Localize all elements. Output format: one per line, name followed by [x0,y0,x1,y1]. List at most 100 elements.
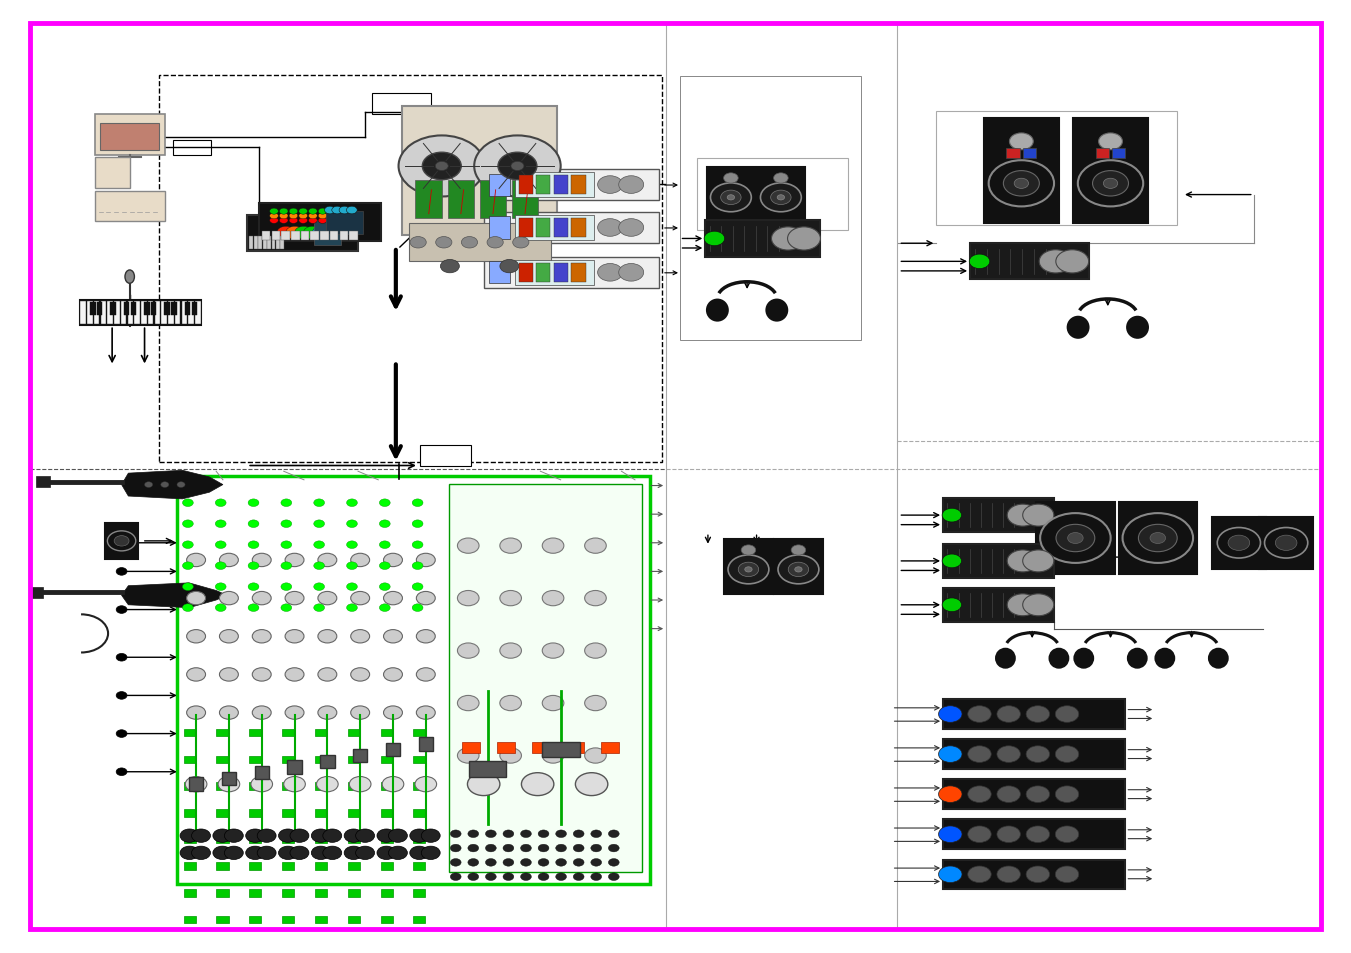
Circle shape [727,195,735,201]
Circle shape [186,630,205,643]
Circle shape [619,219,643,237]
Circle shape [1123,514,1193,563]
Bar [259,204,381,242]
Bar [519,264,532,282]
Circle shape [253,668,272,681]
Bar [372,94,431,115]
Circle shape [1265,528,1308,558]
Circle shape [281,541,292,549]
Bar [536,219,550,237]
Bar [519,176,532,194]
Circle shape [182,520,193,528]
Circle shape [458,643,480,659]
Circle shape [511,162,524,172]
Bar [320,755,335,768]
Circle shape [728,556,769,584]
Bar [111,302,116,316]
Circle shape [347,520,358,528]
Circle shape [351,592,370,605]
Bar [601,742,619,753]
Bar [447,181,474,219]
Circle shape [1078,161,1143,207]
Bar [189,778,203,791]
Circle shape [313,562,324,570]
Circle shape [474,136,561,197]
Bar [943,740,1125,769]
Circle shape [1039,251,1073,274]
Bar [542,742,580,758]
Bar [97,302,103,316]
Circle shape [412,520,423,528]
Circle shape [180,846,199,860]
Circle shape [338,209,346,215]
Bar [943,820,1125,849]
Circle shape [742,545,755,556]
Bar [327,212,362,234]
Bar [276,237,280,250]
Circle shape [347,541,358,549]
Circle shape [597,176,623,194]
Circle shape [538,830,549,838]
Circle shape [1023,550,1054,573]
Bar [315,836,327,843]
Circle shape [251,777,273,792]
Circle shape [1067,533,1084,544]
Circle shape [246,829,265,842]
Circle shape [590,873,601,881]
Bar [262,233,270,240]
Bar [484,213,659,244]
Circle shape [281,604,292,612]
Circle shape [1055,866,1078,882]
Ellipse shape [1127,317,1148,338]
Circle shape [542,696,563,711]
Circle shape [467,830,478,838]
Bar [154,302,159,325]
Ellipse shape [124,271,134,284]
Circle shape [738,562,759,577]
Bar [757,168,805,223]
Circle shape [467,859,478,866]
Bar [288,760,301,774]
Circle shape [317,592,336,605]
Circle shape [186,668,205,681]
Circle shape [215,541,226,549]
Circle shape [409,829,428,842]
Circle shape [1027,866,1050,882]
Circle shape [997,866,1020,882]
Bar [512,181,538,219]
Bar [571,176,585,194]
Circle shape [485,859,496,866]
Circle shape [345,846,363,860]
Bar [350,233,358,240]
Bar [184,756,196,763]
Circle shape [323,846,342,860]
Bar [489,174,511,196]
Circle shape [412,583,423,591]
Circle shape [597,219,623,237]
Bar [347,782,359,790]
Circle shape [324,207,335,214]
Circle shape [967,866,992,882]
Circle shape [416,706,435,720]
Circle shape [542,591,563,606]
Bar [100,124,159,151]
Circle shape [355,846,374,860]
Bar [282,782,295,790]
Circle shape [215,583,226,591]
Circle shape [192,829,211,842]
Bar [315,889,327,897]
Circle shape [313,541,324,549]
Bar [250,237,254,250]
Circle shape [319,218,327,224]
Circle shape [1055,786,1078,802]
Circle shape [317,630,336,643]
Circle shape [308,209,317,215]
Circle shape [270,218,278,224]
Bar [515,215,594,241]
Circle shape [458,748,480,763]
Circle shape [215,499,226,507]
Circle shape [555,844,566,852]
Bar [282,862,295,870]
Circle shape [608,844,619,852]
Bar [301,233,309,240]
